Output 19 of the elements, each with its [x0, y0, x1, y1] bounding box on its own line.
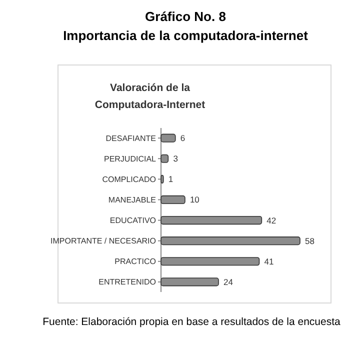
- source-note: Fuente: Elaboración propia en base a resultados de la encuesta: [42, 316, 341, 328]
- data-label: 10: [190, 194, 200, 205]
- data-label: 42: [266, 215, 276, 226]
- chart-title: Gráfico No. 8 Importancia de la computadora-internet: [63, 9, 309, 43]
- y-tick-label: COMPLICADO: [102, 174, 156, 184]
- data-label: 1: [168, 174, 174, 184]
- data-label: 6: [180, 133, 186, 144]
- y-tick-label: PERJUDICIAL: [104, 154, 157, 164]
- chart-subtitle: Valoración de la Computadora-Internet: [94, 82, 206, 111]
- y-tick-label: EDUCATIVO: [110, 216, 156, 226]
- y-tick-label: PRACTICO: [114, 257, 156, 266]
- y-tick-label: MANEJABLE: [108, 196, 156, 205]
- data-label: 24: [224, 276, 234, 287]
- data-label: 58: [305, 236, 315, 246]
- data-label: 3: [173, 154, 178, 164]
- y-tick-label: IMPORTANTE / NECESARIO: [50, 236, 156, 246]
- data-label: 41: [264, 256, 274, 266]
- y-tick-label: DESAFIANTE: [106, 134, 156, 143]
- y-tick-label: ENTRETENIDO: [98, 278, 156, 287]
